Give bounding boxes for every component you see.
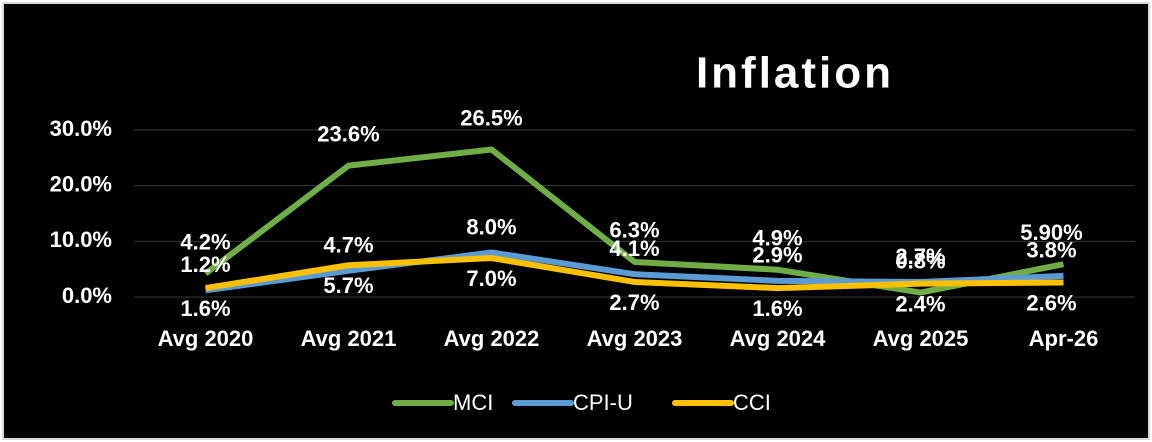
data-label: 2.9% bbox=[752, 243, 802, 268]
data-label: 7.0% bbox=[466, 266, 516, 291]
data-label: 2.6% bbox=[1026, 290, 1076, 315]
data-label: 1.6% bbox=[180, 296, 230, 321]
y-tick-label: 0.0% bbox=[62, 283, 112, 308]
x-tick-label: Avg 2020 bbox=[158, 326, 254, 351]
data-label: 26.5% bbox=[460, 105, 522, 130]
data-label: 2.7% bbox=[609, 290, 659, 315]
data-label: 2.7% bbox=[895, 244, 945, 269]
y-tick-label: 30.0% bbox=[50, 116, 112, 141]
data-label: 23.6% bbox=[317, 121, 379, 146]
data-label: 1.6% bbox=[752, 296, 802, 321]
data-label: 0.8% bbox=[895, 248, 945, 273]
y-tick-label: 10.0% bbox=[50, 227, 112, 252]
data-label: 4.2% bbox=[180, 229, 230, 254]
data-label: 6.3% bbox=[609, 218, 659, 243]
legend-label: MCI bbox=[453, 390, 493, 415]
legend-label: CPI-U bbox=[573, 390, 633, 415]
x-tick-label: Apr-26 bbox=[1029, 326, 1099, 351]
x-tick-label: Avg 2025 bbox=[873, 326, 969, 351]
x-tick-label: Avg 2023 bbox=[587, 326, 683, 351]
data-label: 4.9% bbox=[752, 226, 802, 251]
data-label: 4.1% bbox=[609, 236, 659, 261]
data-label: 8.0% bbox=[466, 214, 516, 239]
series-line bbox=[203, 146, 1065, 296]
chart-title: Inflation bbox=[696, 49, 894, 98]
data-label: 1.2% bbox=[180, 252, 230, 277]
data-label: 3.8% bbox=[1026, 238, 1076, 263]
legend-label: CCI bbox=[733, 390, 771, 415]
x-tick-label: Avg 2022 bbox=[444, 326, 540, 351]
series-line bbox=[205, 255, 1064, 292]
y-tick-label: 20.0% bbox=[50, 171, 112, 196]
x-tick-label: Avg 2021 bbox=[301, 326, 397, 351]
data-label: 2.4% bbox=[895, 291, 945, 316]
data-label: 5.90% bbox=[1020, 220, 1082, 245]
data-label: 5.7% bbox=[323, 273, 373, 298]
x-tick-label: Avg 2024 bbox=[730, 326, 827, 351]
data-label: 4.7% bbox=[323, 233, 373, 258]
